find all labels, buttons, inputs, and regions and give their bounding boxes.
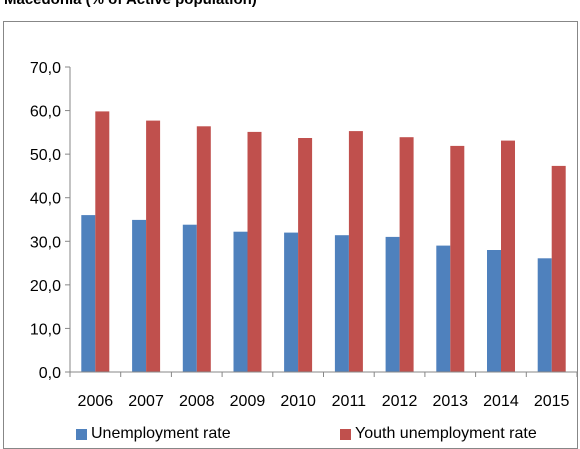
x-tick-label-2015: 2015 <box>534 393 570 410</box>
x-tick-label-2008: 2008 <box>179 393 215 410</box>
legend-swatch-unemployment <box>76 428 87 440</box>
bar-unemployment-2013 <box>436 245 451 372</box>
chart-title: Macedonia (% of Active population) <box>4 0 257 8</box>
bar-youth-unemployment-2006 <box>95 111 110 373</box>
bar-unemployment-2009 <box>233 231 248 372</box>
y-tick-label-4: 40,0 <box>30 191 61 208</box>
tick-labels-group: 0,0 10,0 20,0 30,0 40,0 50,0 60,0 70,0 2006 2007 2… <box>30 60 570 410</box>
x-tick-label-2012: 2012 <box>382 393 418 410</box>
legend-item-youth-unemployment: Youth unemployment rate <box>340 425 537 443</box>
y-tick-label-2: 20,0 <box>30 278 61 295</box>
x-tick-label-2014: 2014 <box>483 393 519 410</box>
bars-group <box>81 111 566 373</box>
bar-youth-unemployment-2013 <box>450 145 465 372</box>
bar-unemployment-2011 <box>334 235 349 372</box>
axes-group <box>65 66 578 377</box>
x-tick-label-2007: 2007 <box>128 393 164 410</box>
bar-unemployment-2012 <box>385 236 400 372</box>
bar-youth-unemployment-2009 <box>247 131 262 372</box>
bar-youth-unemployment-2010 <box>298 138 313 372</box>
bar-unemployment-2015 <box>537 258 552 372</box>
bar-unemployment-2010 <box>284 232 299 372</box>
bar-unemployment-2006 <box>81 215 96 372</box>
legend-label-unemployment: Unemployment rate <box>91 425 231 442</box>
bar-youth-unemployment-2012 <box>399 137 414 372</box>
x-tick-label-2006: 2006 <box>78 393 114 410</box>
bar-youth-unemployment-2014 <box>501 140 515 372</box>
x-tick-label-2009: 2009 <box>230 393 266 410</box>
x-tick-label-2013: 2013 <box>432 393 468 410</box>
x-tick-label-2010: 2010 <box>280 393 316 410</box>
y-tick-label-1: 10,0 <box>30 321 61 338</box>
bar-unemployment-2008 <box>182 224 197 372</box>
bar-youth-unemployment-2015 <box>551 165 566 372</box>
y-tick-label-3: 30,0 <box>30 234 61 251</box>
y-tick-label-0: 0,0 <box>39 365 61 382</box>
bar-unemployment-2007 <box>132 219 147 372</box>
y-tick-label-6: 60,0 <box>30 104 61 121</box>
bar-unemployment-2014 <box>487 250 501 372</box>
legend-swatch-youth-unemployment <box>340 428 351 440</box>
bar-youth-unemployment-2007 <box>146 120 161 372</box>
legend-label-youth-unemployment: Youth unemployment rate <box>355 425 537 442</box>
x-tick-label-2011: 2011 <box>332 393 367 410</box>
y-tick-label-7: 70,0 <box>30 60 61 77</box>
bar-youth-unemployment-2008 <box>196 126 211 372</box>
legend: Unemployment rate Youth unemployment rat… <box>0 425 580 445</box>
bar-youth-unemployment-2011 <box>348 131 363 372</box>
y-tick-label-5: 50,0 <box>30 147 61 164</box>
legend-item-unemployment: Unemployment rate <box>76 425 231 443</box>
